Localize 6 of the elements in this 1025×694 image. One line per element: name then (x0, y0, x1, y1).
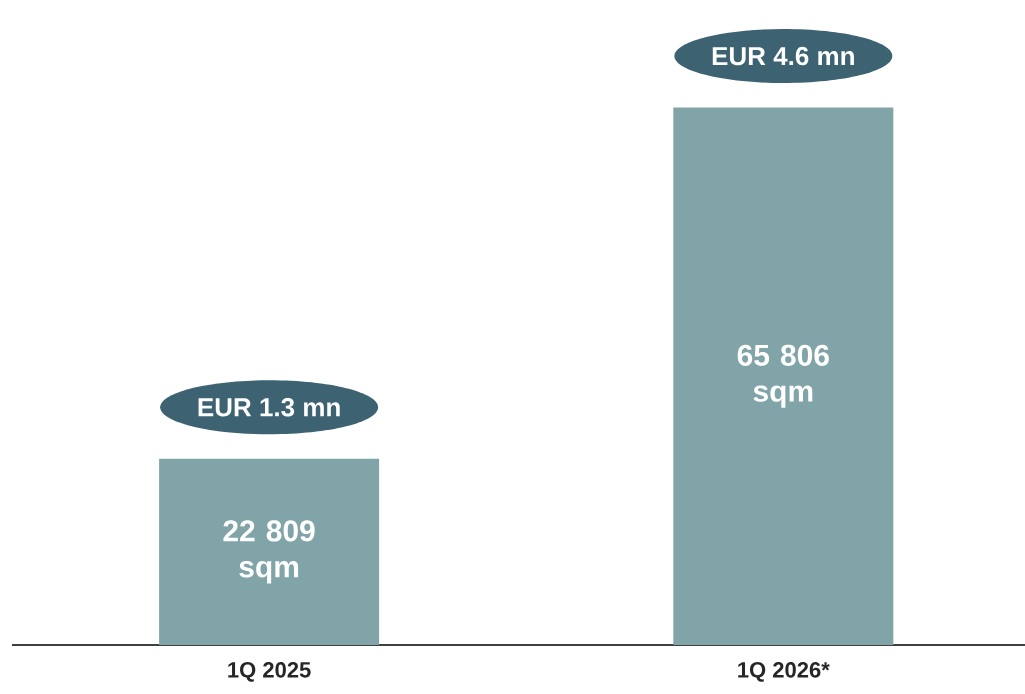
x-tick-label: 1Q 2026* (738, 662, 830, 682)
data-label: 22 809 sqm (223, 520, 315, 584)
annotation: EUR 4.6 mn (712, 46, 854, 66)
x-tick-label: 1Q 2025 (228, 662, 311, 682)
data-label: 65 806 sqm (737, 344, 829, 408)
annotation: EUR 1.3 mn (198, 398, 340, 417)
